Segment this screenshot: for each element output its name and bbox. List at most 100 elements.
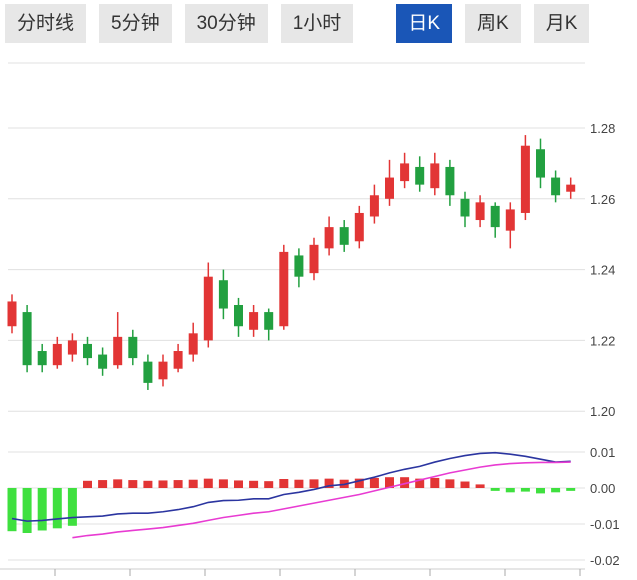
dea-line <box>72 461 571 539</box>
candle-body <box>551 177 561 196</box>
candle-body <box>83 343 92 359</box>
candle-body <box>490 205 500 228</box>
candle-body <box>67 340 77 355</box>
macd-bar <box>7 488 17 532</box>
macd-bar <box>143 480 153 488</box>
macd-bar <box>505 488 515 493</box>
candle-body <box>369 195 379 217</box>
dif-line <box>11 451 571 522</box>
candle-body <box>536 149 545 178</box>
macd-bar <box>188 479 198 488</box>
macd-bar <box>475 484 485 488</box>
candle-body <box>566 184 576 192</box>
macd-axis-label: 0.01 <box>590 445 615 460</box>
candle-body <box>339 227 349 245</box>
macd-bar <box>566 488 576 491</box>
tab-time-line[interactable]: 分时线 <box>5 4 87 43</box>
candle-body <box>22 312 32 366</box>
macd-bar <box>218 479 228 488</box>
candle-body <box>475 202 485 221</box>
candle-body <box>249 312 259 330</box>
macd-bar <box>203 478 213 488</box>
macd-bar <box>551 488 561 493</box>
macd-bar <box>249 480 259 488</box>
candle-body <box>37 351 47 366</box>
candle-body <box>445 166 455 196</box>
macd-bar <box>430 477 440 488</box>
macd-bar <box>67 488 77 526</box>
candle-body <box>460 198 470 217</box>
macd-bar <box>279 479 289 488</box>
macd-bar <box>536 488 545 494</box>
gridlines <box>0 62 585 576</box>
macd-bar <box>52 488 62 529</box>
kline-macd-chart[interactable]: 1.28 1.26 1.24 1.22 1.20 0.01 0.00 -0.01 -0.02 <box>0 43 637 580</box>
macd-axis-labels: 0.01 0.00 -0.01 -0.02 <box>590 445 620 568</box>
macd-bar <box>22 488 32 533</box>
macd-bar <box>173 480 183 488</box>
price-axis-labels: 1.28 1.26 1.24 1.22 1.20 <box>590 121 615 419</box>
candle-body <box>113 336 123 366</box>
candle-body <box>430 163 440 189</box>
candle-body <box>385 177 394 199</box>
macd-bar <box>354 478 364 488</box>
candle-body <box>520 145 530 213</box>
macd-axis-label: 0.00 <box>590 481 615 496</box>
macd-bar <box>460 481 470 488</box>
macd-axis-label: -0.02 <box>590 553 620 568</box>
macd-bar <box>445 479 455 488</box>
tab-5min[interactable]: 5分钟 <box>99 4 172 43</box>
macd-bar <box>369 477 379 488</box>
tab-weekly-k[interactable]: 周K <box>465 4 521 43</box>
candle-body <box>7 301 17 327</box>
tab-30min[interactable]: 30分钟 <box>184 4 268 43</box>
price-axis-label: 1.20 <box>590 404 615 419</box>
interval-tabbar: 分时线 5分钟 30分钟 1小时 日K 周K 月K <box>0 0 637 43</box>
price-axis-label: 1.28 <box>590 121 615 136</box>
candle-body <box>309 244 319 274</box>
candle-body <box>505 209 515 231</box>
candle-body <box>294 255 304 277</box>
macd-bar <box>415 478 425 488</box>
price-axis-label: 1.24 <box>590 263 615 278</box>
candle-body <box>52 343 62 366</box>
macd-bar <box>309 479 319 488</box>
macd-bar <box>264 481 274 488</box>
macd-bar <box>37 488 47 531</box>
macd-histogram <box>7 477 576 533</box>
candles <box>7 135 576 390</box>
macd-bar <box>158 480 168 488</box>
candle-body <box>324 227 334 249</box>
candle-body <box>279 251 289 327</box>
candle-body <box>400 163 410 182</box>
tab-1hour[interactable]: 1小时 <box>280 4 354 43</box>
macd-bar <box>113 479 123 488</box>
candle-body <box>128 336 138 359</box>
macd-bar <box>520 488 530 492</box>
macd-bar <box>490 488 500 491</box>
candle-body <box>158 361 168 380</box>
candle-body <box>264 312 274 330</box>
candle-body <box>188 333 198 355</box>
macd-bar <box>400 477 410 488</box>
candle-body <box>203 276 213 341</box>
candle-body <box>354 212 364 242</box>
tab-monthly-k[interactable]: 月K <box>533 4 590 43</box>
macd-bar <box>98 480 108 488</box>
macd-bar <box>234 480 243 488</box>
candle-body <box>234 305 243 327</box>
candle-body <box>415 166 425 185</box>
price-axis-label: 1.22 <box>590 333 615 348</box>
macd-axis-label: -0.01 <box>590 517 620 532</box>
candle-body <box>98 354 108 369</box>
candle-body <box>173 351 183 369</box>
tab-daily-k[interactable]: 日K <box>396 4 452 43</box>
candle-body <box>218 280 228 309</box>
macd-bar <box>83 480 92 488</box>
macd-bar <box>294 479 304 488</box>
candle-body <box>143 361 153 383</box>
macd-bar <box>324 478 334 488</box>
macd-bar <box>128 480 138 488</box>
price-axis-label: 1.26 <box>590 192 615 207</box>
macd-bar <box>385 477 394 488</box>
